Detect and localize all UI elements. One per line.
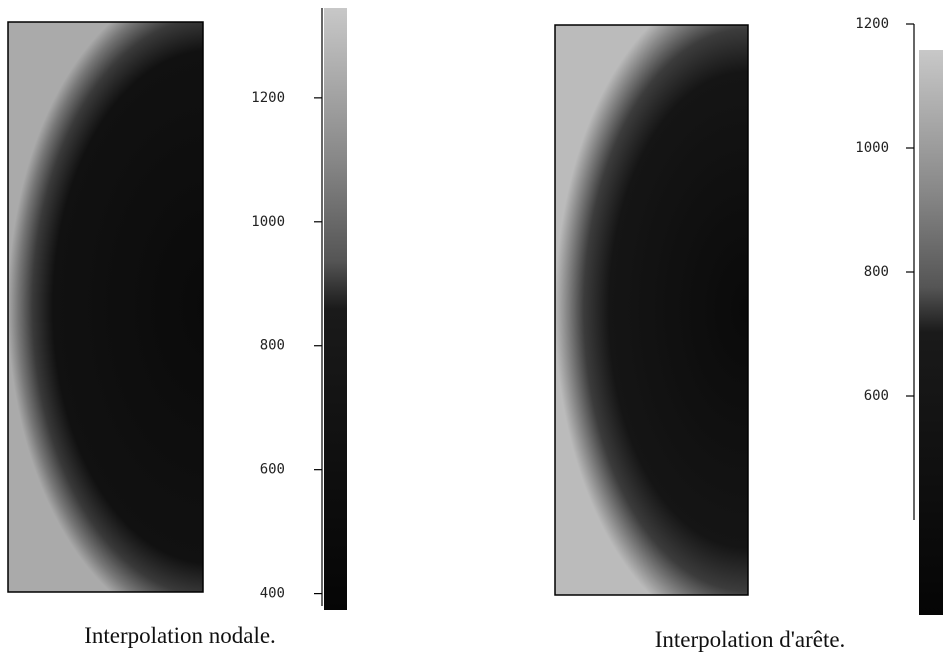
- colorbar: [324, 8, 347, 610]
- tick-label: 600: [260, 462, 285, 478]
- tick-label: 1000: [855, 140, 889, 156]
- caption: Interpolation d'arête.: [655, 627, 846, 652]
- tick-label: 800: [260, 338, 285, 354]
- tick-label: 600: [864, 388, 889, 404]
- caption: Interpolation nodale.: [84, 623, 276, 648]
- tick-label: 1000: [251, 214, 285, 230]
- panel-left: Interpolation nodale.: [7, 8, 347, 648]
- tick-label: 1200: [855, 16, 889, 32]
- tick-label: 800: [864, 264, 889, 280]
- heatmap: [554, 24, 749, 596]
- colorbar: [919, 50, 943, 615]
- tick-label: 400: [260, 586, 285, 602]
- heatmap: [7, 21, 204, 593]
- panel-right: Interpolation d'arête.: [554, 24, 943, 652]
- tick-label: 1200: [251, 90, 285, 106]
